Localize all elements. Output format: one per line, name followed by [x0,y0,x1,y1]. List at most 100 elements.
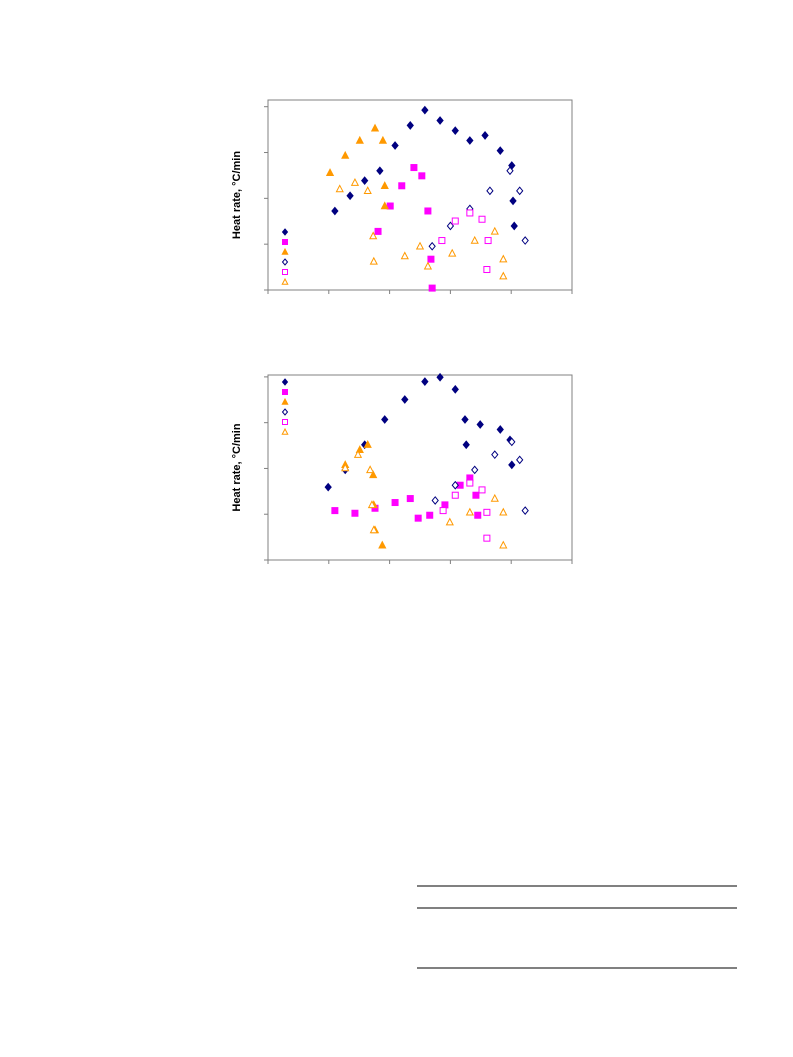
marker [374,227,382,235]
marker [400,251,409,260]
marker [436,372,444,382]
marker [451,126,459,136]
marker [418,172,426,180]
marker [346,191,354,201]
marker [421,377,429,386]
marker [351,509,359,517]
marker [381,415,389,424]
marker [423,261,433,270]
marker [491,450,499,460]
marker [391,141,399,150]
marker [486,186,494,196]
marker [466,479,474,487]
marker [470,235,479,244]
marker [378,135,388,144]
marker [499,271,508,280]
marker [481,131,489,140]
marker [451,480,459,490]
marker [490,493,499,502]
marker [509,196,517,206]
marker [483,534,491,542]
marker [499,254,508,263]
marker [510,221,518,231]
marker [378,540,387,549]
marker [478,215,486,223]
marker [499,540,508,549]
marker [483,266,491,274]
marker [496,425,504,434]
marker [350,177,360,186]
marker [508,437,516,447]
marker [436,116,444,125]
marker [461,415,469,424]
marker [484,237,492,245]
marker [478,486,486,494]
marker [448,248,457,257]
marker [369,470,378,479]
marker [506,166,514,176]
marker [367,500,377,509]
marker [428,241,436,251]
legend-marker [281,378,289,386]
marker [414,514,422,522]
marker [369,525,378,534]
legend-marker [282,239,288,245]
marker [441,501,449,509]
marker [521,236,529,245]
marker [462,440,470,450]
marker [427,255,435,263]
y-axis-label: Heat rate, °C/min [231,151,243,239]
marker [380,181,389,189]
marker [406,495,414,503]
marker [401,395,409,404]
marker [376,166,384,176]
marker [361,176,369,186]
marker [445,517,454,526]
marker [325,168,335,177]
marker [424,207,432,215]
marker [341,463,350,472]
marker [391,499,399,507]
plot-frame [267,374,573,561]
legend-marker [281,247,289,255]
marker [451,384,459,394]
marker [410,164,418,172]
marker [476,420,484,429]
marker [431,496,439,505]
marker [369,256,378,265]
plot-frame [267,99,573,291]
marker [415,241,425,250]
marker [439,507,447,515]
legend-marker [281,397,289,405]
marker [471,465,479,475]
marker [465,507,474,516]
marker [324,482,332,492]
marker [474,511,482,519]
legend-marker [282,389,288,395]
marker [428,284,436,292]
marker [341,150,350,159]
marker [521,506,529,515]
legend-marker [281,228,289,236]
marker [380,201,389,210]
marker [353,449,363,458]
marker [490,226,499,235]
marker [496,146,504,156]
marker [331,206,339,216]
marker [366,465,375,474]
marker [472,491,480,499]
marker [386,202,394,210]
marker [421,105,429,115]
legend-marker [282,419,288,425]
marker [335,184,344,193]
marker [466,209,474,217]
legend-marker [282,269,288,275]
legend-marker [281,408,289,416]
marker [406,121,414,130]
marker [370,123,380,132]
marker [398,182,406,190]
marker [363,440,372,448]
marker [438,237,446,245]
marker [451,217,459,225]
